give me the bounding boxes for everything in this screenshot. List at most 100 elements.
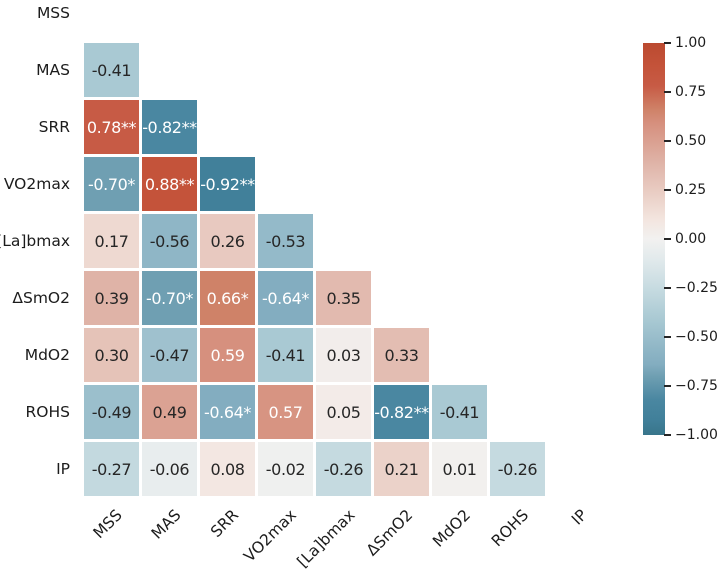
cell-value: 0.01 bbox=[442, 459, 477, 479]
heatmap-cell: -0.56 bbox=[142, 214, 197, 268]
y-tick-label-VO2max: VO2max bbox=[3, 175, 70, 193]
heatmap-cell: -0.82** bbox=[374, 385, 429, 439]
cell-value: 0.03 bbox=[326, 345, 361, 365]
colorbar-tick-label: 0.00 bbox=[675, 231, 707, 247]
cell-value: 0.21 bbox=[384, 459, 419, 479]
cell-value: -0.82** bbox=[374, 402, 429, 422]
heatmap-cell: 0.21 bbox=[374, 442, 429, 496]
cell-value: -0.70* bbox=[88, 174, 135, 194]
heatmap-cell: 0.78** bbox=[84, 100, 139, 154]
y-tick-label-ROHS: ROHS bbox=[25, 403, 70, 421]
y-axis-labels: MSS MAS SRR VO2max [La]bmax ΔSmO2 MdO2 ROHS IP bbox=[0, 0, 72, 574]
cell-value: 0.49 bbox=[152, 402, 187, 422]
colorbar-tick-mark bbox=[664, 287, 671, 289]
cell-value: 0.39 bbox=[94, 288, 129, 308]
heatmap-cell: -0.82** bbox=[142, 100, 197, 154]
y-tick-label-[La]bmax: [La]bmax bbox=[0, 232, 70, 250]
cell-value: 0.78** bbox=[86, 117, 137, 137]
cell-value: -0.56 bbox=[149, 231, 190, 251]
x-tick-label-MAS: MAS bbox=[147, 506, 185, 543]
cell-value: 0.17 bbox=[94, 231, 129, 251]
heatmap-cell: -0.64* bbox=[200, 385, 255, 439]
heatmap-cell: -0.06 bbox=[142, 442, 197, 496]
cell-value: 0.05 bbox=[326, 402, 361, 422]
cell-value: -0.47 bbox=[149, 345, 190, 365]
x-tick-label-ROHS: ROHS bbox=[488, 506, 533, 551]
cell-value: 0.08 bbox=[210, 459, 245, 479]
cell-value: -0.26 bbox=[497, 459, 538, 479]
y-tick-label-IP: IP bbox=[56, 460, 70, 478]
y-tick-label-MdO2: MdO2 bbox=[24, 346, 70, 364]
y-tick-label-SRR: SRR bbox=[38, 118, 70, 136]
heatmap-cell: 0.03 bbox=[316, 328, 371, 382]
heatmap-cell: 0.05 bbox=[316, 385, 371, 439]
heatmap-cell: -0.02 bbox=[258, 442, 313, 496]
x-tick-label-ΔSmO2: ΔSmO2 bbox=[362, 506, 417, 560]
x-tick-label-IP: IP bbox=[567, 506, 591, 529]
heatmap-cell: 0.39 bbox=[84, 271, 139, 325]
cell-value: 0.88** bbox=[144, 174, 195, 194]
colorbar-tick-label: −1.00 bbox=[675, 427, 718, 443]
colorbar-tick-mark bbox=[664, 238, 671, 240]
heatmap-cell: -0.41 bbox=[258, 328, 313, 382]
colorbar-tick-label: −0.50 bbox=[675, 329, 718, 345]
cell-value: -0.92** bbox=[200, 174, 255, 194]
cell-value: 0.35 bbox=[326, 288, 361, 308]
cell-value: -0.41 bbox=[439, 402, 480, 422]
cell-value: 0.33 bbox=[384, 345, 419, 365]
colorbar-tick-mark bbox=[664, 189, 671, 191]
cell-value: -0.49 bbox=[91, 402, 132, 422]
cell-value: 0.57 bbox=[268, 402, 303, 422]
heatmap-cell: -0.47 bbox=[142, 328, 197, 382]
heatmap-cell: -0.64* bbox=[258, 271, 313, 325]
cell-value: -0.53 bbox=[265, 231, 306, 251]
cell-value: -0.70* bbox=[146, 288, 193, 308]
heatmap-cell: -0.49 bbox=[84, 385, 139, 439]
x-tick-label-SRR: SRR bbox=[207, 506, 243, 541]
colorbar-tick-label: −0.75 bbox=[675, 378, 718, 394]
colorbar-tick-mark bbox=[664, 91, 671, 93]
heatmap-cell: 0.01 bbox=[432, 442, 487, 496]
cell-value: -0.64* bbox=[204, 402, 251, 422]
y-tick-label-MAS: MAS bbox=[36, 61, 70, 79]
heatmap-cell: -0.41 bbox=[432, 385, 487, 439]
heatmap-cell: -0.27 bbox=[84, 442, 139, 496]
heatmap-cell: 0.66* bbox=[200, 271, 255, 325]
heatmap-cell: -0.53 bbox=[258, 214, 313, 268]
colorbar-tick-mark bbox=[664, 42, 671, 44]
cell-value: -0.41 bbox=[91, 60, 132, 80]
heatmap-cell: 0.17 bbox=[84, 214, 139, 268]
colorbar-tick-mark bbox=[664, 434, 671, 436]
y-tick-label-MSS: MSS bbox=[36, 4, 70, 22]
heatmap-cell: 0.30 bbox=[84, 328, 139, 382]
heatmap-cell: 0.35 bbox=[316, 271, 371, 325]
heatmap-cell: 0.57 bbox=[258, 385, 313, 439]
cell-value: -0.64* bbox=[262, 288, 309, 308]
x-tick-label-MSS: MSS bbox=[90, 506, 127, 543]
heatmap-cell: 0.08 bbox=[200, 442, 255, 496]
x-tick-label-MdO2: MdO2 bbox=[429, 506, 475, 551]
cell-value: 0.59 bbox=[210, 345, 245, 365]
y-tick-label-ΔSmO2: ΔSmO2 bbox=[12, 289, 70, 307]
heatmap-cell: -0.41 bbox=[84, 43, 139, 97]
colorbar-tick-label: 0.50 bbox=[675, 133, 707, 149]
colorbar-tick-label: 0.25 bbox=[675, 182, 707, 198]
colorbar-tick-mark bbox=[664, 140, 671, 142]
cell-value: 0.66* bbox=[206, 288, 249, 308]
heatmap-cell: -0.26 bbox=[490, 442, 545, 496]
cell-value: -0.82** bbox=[142, 117, 197, 137]
cell-value: -0.26 bbox=[323, 459, 364, 479]
heatmap-cell: 0.49 bbox=[142, 385, 197, 439]
colorbar: 1.00 0.75 0.50 0.25 0.00 −0.25 −0.50 −0.75 −1.00 bbox=[643, 35, 718, 443]
colorbar-tick-label: 0.75 bbox=[675, 84, 707, 100]
cell-value: 0.30 bbox=[94, 345, 129, 365]
colorbar-tick-mark bbox=[664, 385, 671, 387]
heatmap-cell: -0.92** bbox=[200, 157, 255, 211]
cell-value: -0.27 bbox=[91, 459, 132, 479]
colorbar-tick-label: −0.25 bbox=[675, 280, 718, 296]
heatmap-cell: -0.70* bbox=[142, 271, 197, 325]
heatmap-cell: 0.26 bbox=[200, 214, 255, 268]
colorbar-tick-label: 1.00 bbox=[675, 35, 707, 51]
